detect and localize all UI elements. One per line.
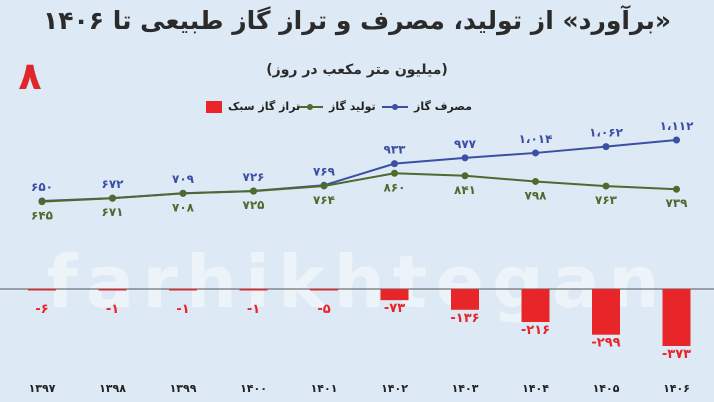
x-tick-1: ۱۳۹۷: [29, 382, 56, 395]
bar-label-4: -۱: [247, 302, 260, 317]
legend-item-balance: تراز گاز سبک: [206, 100, 300, 113]
bar-label-1: -۶: [35, 302, 48, 317]
production-label-7: ۸۴۱: [454, 183, 476, 197]
chart-subtitle: (میلیون متر مکعب در روز): [266, 62, 448, 78]
consumption-label-1: ۶۵۰: [31, 180, 53, 194]
consumption-label-6: ۹۳۳: [384, 143, 407, 157]
legend-label-production: تولید گاز: [329, 100, 376, 113]
production-label-1: ۶۴۵: [31, 209, 53, 223]
x-tick-10: ۱۴۰۶: [663, 382, 690, 395]
x-tick-9: ۱۴۰۵: [593, 382, 620, 395]
x-tick-2: ۱۳۹۸: [99, 382, 126, 395]
x-tick-6: ۱۴۰۲: [381, 382, 408, 395]
production-point-2: [109, 194, 116, 202]
consumption-label-5: ۷۶۹: [313, 164, 336, 178]
production-label-10: ۷۳۹: [666, 196, 689, 210]
production-label-4: ۷۲۵: [243, 198, 265, 212]
production-point-6: [391, 169, 398, 177]
bar-balance-5: [310, 289, 338, 291]
consumption-point-6: [391, 160, 398, 168]
consumption-label-4: ۷۲۶: [243, 170, 265, 184]
bar-balance-4: [239, 289, 268, 291]
consumption-label-10: ۱،۱۱۲: [660, 119, 695, 133]
bar-label-9: -۲۹۹: [591, 336, 620, 351]
production-point-5: [320, 182, 328, 190]
x-tick-3: ۱۳۹۹: [170, 382, 197, 395]
bar-balance-2: [98, 289, 127, 291]
production-point-4: [250, 187, 257, 195]
bar-balance-6: [380, 289, 409, 301]
production-point-7: [461, 172, 469, 180]
chart-title: «برآورد» از تولید، مصرف و تراز گاز طبیعی…: [42, 6, 672, 35]
production-label-3: ۷۰۸: [172, 200, 195, 214]
bar-balance-8: [521, 289, 550, 323]
bar-balance-1: [28, 289, 56, 291]
consumption-label-3: ۷۰۹: [172, 172, 195, 186]
x-tick-5: ۱۴۰۱: [311, 382, 338, 395]
production-point-3: [179, 189, 187, 197]
legend-line-production-icon: [297, 103, 323, 110]
data-labels: -۶ -۱ -۱ -۱ -۵ -۷۳ -۱۳۶ -۲۱۶ -۲۹۹ -۳۷۳ ۶۵۰ ۶۷۲ ۷۰۹ ۷۲…: [31, 119, 694, 362]
production-label-5: ۷۶۴: [313, 193, 335, 207]
consumption-point-10: [673, 136, 680, 144]
legend-bar-balance-icon: [206, 100, 222, 113]
page-number-badge: ۸: [18, 54, 42, 98]
x-axis: ۱۳۹۷ ۱۳۹۸ ۱۳۹۹ ۱۴۰۰ ۱۴۰۱ ۱۴۰۲ ۱۴۰۳ ۱۴۰۴ ۱۴۰۵ ۱۴۰۶: [29, 382, 690, 395]
production-line: [41, 172, 677, 203]
legend-label-balance: تراز گاز سبک: [228, 100, 301, 113]
bar-label-3: -۱: [176, 302, 189, 317]
bar-balance-3: [169, 289, 197, 291]
consumption-label-9: ۱،۰۶۲: [589, 126, 624, 140]
consumption-point-8: [532, 149, 539, 157]
bar-label-6: -۷۳: [384, 301, 405, 316]
bar-label-10: -۳۷۳: [662, 347, 691, 362]
consumption-label-8: ۱،۰۱۴: [519, 132, 553, 146]
watermark: farhikhtegan: [46, 240, 667, 324]
legend-item-consumption: مصرف گاز: [382, 100, 472, 113]
bar-balance-7: [451, 289, 479, 310]
production-point-1: [38, 198, 46, 206]
line-series: [38, 136, 680, 206]
production-label-9: ۷۶۳: [595, 193, 618, 207]
consumption-point-9: [602, 143, 610, 151]
watermark-text: farhikhtegan: [46, 240, 667, 324]
production-label-2: ۶۷۱: [102, 205, 124, 219]
production-point-8: [532, 177, 539, 185]
consumption-line: [41, 139, 677, 202]
production-label-8: ۷۹۸: [525, 188, 548, 202]
legend-item-production: تولید گاز: [297, 100, 376, 113]
bar-label-2: -۱: [106, 302, 119, 317]
legend-line-consumption-icon: [382, 103, 408, 110]
production-point-9: [602, 182, 610, 190]
legend-label-consumption: مصرف گاز: [414, 100, 472, 113]
x-tick-8: ۱۴۰۴: [522, 382, 549, 395]
production-label-6: ۸۶۰: [384, 180, 406, 194]
x-tick-4: ۱۴۰۰: [240, 382, 267, 395]
balance-bars: [28, 289, 691, 346]
bar-balance-9: [592, 289, 620, 335]
bar-label-8: -۲۱۶: [521, 323, 550, 338]
bar-balance-10: [662, 289, 691, 346]
production-point-10: [673, 185, 680, 193]
consumption-point-7: [461, 154, 469, 162]
bar-label-5: -۵: [317, 302, 330, 317]
consumption-label-2: ۶۷۲: [102, 177, 125, 191]
x-tick-7: ۱۴۰۳: [452, 382, 479, 395]
consumption-label-7: ۹۷۷: [454, 137, 477, 151]
bar-label-7: -۱۳۶: [450, 311, 479, 326]
